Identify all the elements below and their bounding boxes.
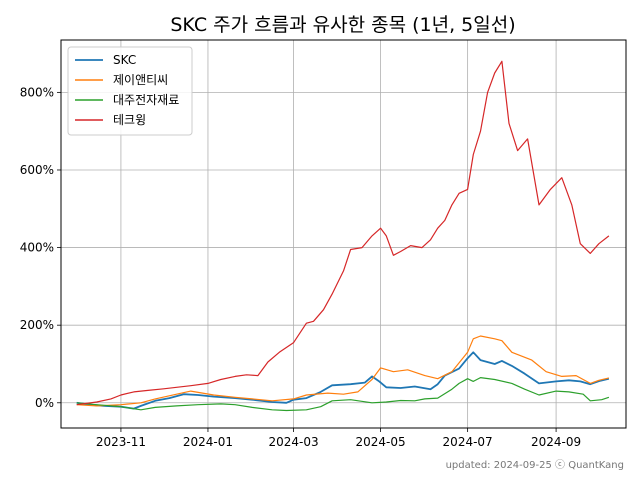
x-tick-label: 2024-03 <box>268 435 318 449</box>
y-tick-label: 400% <box>20 241 54 255</box>
x-tick-label: 2024-01 <box>183 435 233 449</box>
x-tick-label: 2024-09 <box>531 435 581 449</box>
x-tick-label: 2024-05 <box>356 435 406 449</box>
series-line-4 <box>76 60 610 406</box>
footer-credit: updated: 2024-09-25 ⓒ QuantKang <box>446 459 624 471</box>
series-line-2 <box>76 335 610 407</box>
series-line-1 <box>76 351 610 410</box>
legend-label-1: SKC <box>113 53 136 67</box>
y-axis: 0% 200% 400% 600% 800% <box>20 85 61 410</box>
legend-label-2: 제이앤티씨 <box>113 73 168 87</box>
legend-label-3: 대주전자재료 <box>113 93 179 107</box>
x-tick-label: 2024-07 <box>443 435 493 449</box>
y-tick-label: 600% <box>20 163 54 177</box>
y-tick-label: 0% <box>35 396 54 410</box>
chart-title: SKC 주가 흐름과 유사한 종목 (1년, 5일선) <box>170 14 515 36</box>
x-tick-label: 2023-11 <box>96 435 146 449</box>
plot-area-frame <box>60 39 627 429</box>
legend-box <box>67 46 193 136</box>
series-lines <box>76 60 610 412</box>
series-line-3 <box>76 377 610 412</box>
legend-label-4: 테크윙 <box>113 113 146 127</box>
x-axis: 2023-11 2024-01 2024-03 2024-05 2024-07 2024-… <box>96 428 581 449</box>
y-tick-label: 800% <box>20 85 54 99</box>
y-tick-label: 200% <box>20 318 54 332</box>
